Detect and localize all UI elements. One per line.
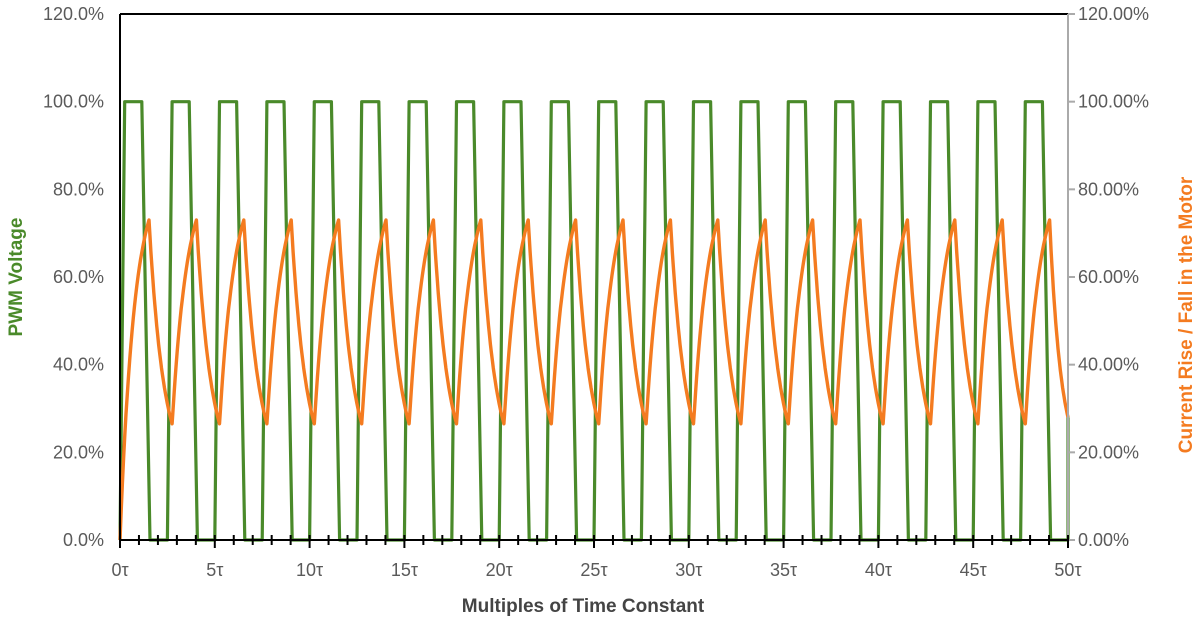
y-left-tick-label: 80.0% <box>53 179 104 199</box>
y-right-tick-label: 0.00% <box>1078 530 1129 550</box>
x-axis-title: Multiples of Time Constant <box>462 596 705 617</box>
x-tick-label: 35τ <box>770 560 797 580</box>
y-right-tick-label: 120.00% <box>1078 4 1149 24</box>
x-tick-label: 40τ <box>865 560 892 580</box>
y-left-tick-label: 100.0% <box>43 92 104 112</box>
y-right-tick-label: 20.00% <box>1078 442 1139 462</box>
motor-current-line <box>118 218 1070 541</box>
y-right-tick-label: 60.00% <box>1078 267 1139 287</box>
x-tick-label: 30τ <box>675 560 702 580</box>
x-tick-label: 5τ <box>206 560 223 580</box>
x-tick-label: 20τ <box>486 560 513 580</box>
y-right-tick-label: 40.00% <box>1078 355 1139 375</box>
x-tick-label: 50τ <box>1054 560 1081 580</box>
x-tick-label: 0τ <box>111 560 128 580</box>
y-right-tick-label: 80.00% <box>1078 179 1139 199</box>
plot-area <box>118 100 1070 542</box>
y-left-tick-label: 20.0% <box>53 442 104 462</box>
y-left-tick-label: 60.0% <box>53 267 104 287</box>
y-left-tick-label: 120.0% <box>43 4 104 24</box>
y-left-tick-label: 0.0% <box>63 530 104 550</box>
y-right-tick-label: 100.00% <box>1078 92 1149 112</box>
y-axis-right-title: Current Rise / Fall in the Motor <box>1176 176 1197 453</box>
y-axis-left-title: PWM Voltage <box>6 218 27 337</box>
pwm-voltage-line <box>118 100 1070 542</box>
x-tick-label: 25τ <box>580 560 607 580</box>
y-left-tick-label: 40.0% <box>53 355 104 375</box>
x-tick-label: 45τ <box>960 560 987 580</box>
x-tick-label: 10τ <box>296 560 323 580</box>
x-tick-label: 15τ <box>391 560 418 580</box>
axes: 0.0% 0.00% 20.0% 20.00% 40.0% 40.00% 60.0% 60.0… <box>43 4 1149 580</box>
